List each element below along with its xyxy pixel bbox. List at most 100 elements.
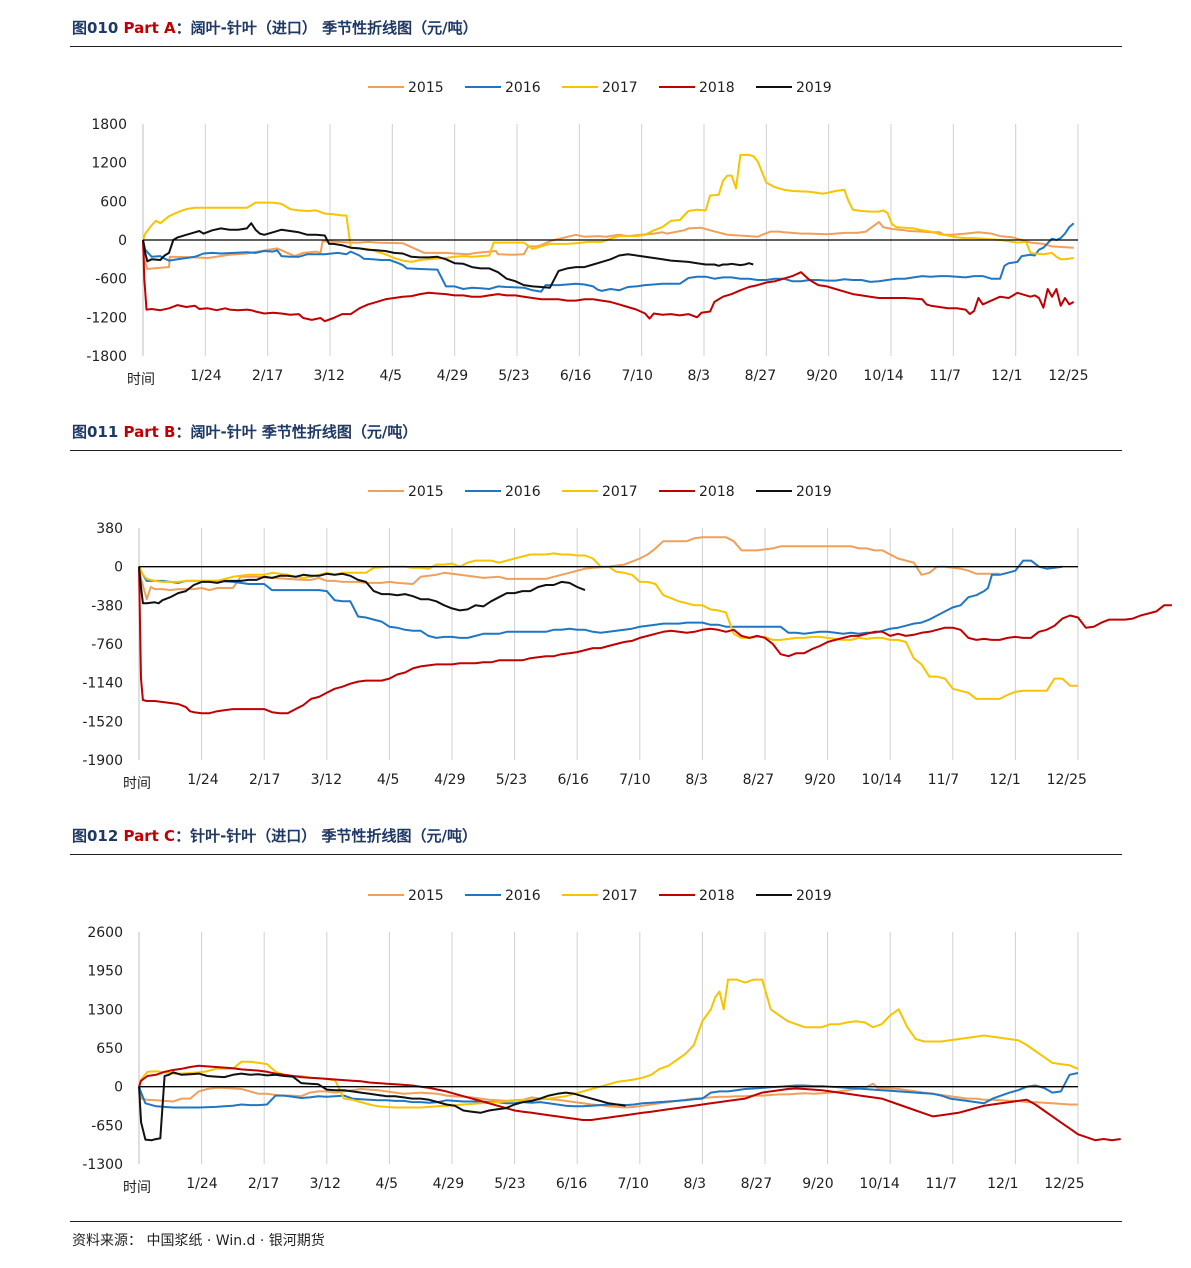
x-tick-label: 4/29: [433, 1176, 464, 1192]
y-tick-label: -1900: [82, 753, 123, 769]
legend: 2015 2016 2017 2018 2019: [368, 888, 832, 904]
legend-label-2015: 2015: [408, 888, 444, 904]
panel-b-part-label: Part B: [123, 423, 176, 441]
series-line-2019: [138, 566, 586, 612]
legend-label-2016: 2016: [505, 80, 541, 96]
x-tick-label: 3/12: [311, 772, 342, 788]
x-tick-label: 12/1: [987, 1176, 1018, 1192]
y-tick-label: 1300: [87, 1002, 123, 1018]
x-tick-label: 1/24: [187, 772, 219, 788]
series-line-2016: [138, 559, 1063, 639]
x-tick-label: 12/25: [1047, 772, 1087, 788]
legend-label-2018: 2018: [699, 888, 735, 904]
chart-c: 2015 2016 2017 2018 2019 -1300 -650 0 650 1300 195…: [82, 888, 1121, 1196]
x-tick-label: 4/29: [437, 368, 468, 384]
y-tick-label: -1520: [82, 714, 123, 730]
series-group: [142, 153, 1075, 323]
y-tick-label: 0: [114, 1080, 123, 1096]
legend-label-2016: 2016: [505, 888, 541, 904]
legend: 2015 2016 2017 2018 2019: [368, 484, 832, 500]
legend-label-2018: 2018: [699, 80, 735, 96]
x-tick-label: 10/14: [863, 368, 903, 384]
legend-label-2015: 2015: [408, 80, 444, 96]
panel-a-title-text: ：阔叶-针叶（进口） 季节性折线图（元/吨）: [175, 19, 478, 37]
legend-label-2015: 2015: [408, 484, 444, 500]
legend-label-2017: 2017: [602, 888, 638, 904]
x-tick-label: 8/3: [684, 1176, 707, 1192]
grid: [201, 932, 1079, 1164]
series-line-2018: [138, 566, 1172, 715]
panel-b-title: 图011 Part B：阔叶-针叶 季节性折线图（元/吨）: [72, 421, 417, 442]
x-tick-label: 8/27: [745, 368, 776, 384]
series-line-2017: [138, 552, 1078, 700]
x-tick-label: 8/3: [685, 772, 708, 788]
x-tick-label: 5/23: [494, 1176, 525, 1192]
y-tick-label: 0: [118, 233, 127, 249]
x-tick-label: 6/16: [557, 772, 589, 788]
panel-a-part-label: Part A: [123, 19, 176, 37]
series-group: [138, 978, 1121, 1142]
x-axis-label: 时间: [123, 1180, 151, 1196]
series-line-2017: [142, 153, 1074, 263]
series-line-2017: [138, 978, 1079, 1109]
y-ticks: -1300 -650 0 650 1300 1950 2600: [82, 925, 123, 1173]
x-tick-label: 7/10: [617, 1176, 648, 1192]
x-tick-label: 3/12: [313, 368, 344, 384]
x-tick-label: 8/3: [688, 368, 711, 384]
x-tick-label: 8/27: [741, 1176, 772, 1192]
x-tick-label: 7/10: [621, 368, 652, 384]
x-ticks: 1/24 2/17 3/12 4/5 4/29 5/23 6/16 7/10 8/3 8/27 9/…: [186, 1176, 1084, 1192]
panel-c-title-text: ：针叶-针叶（进口） 季节性折线图（元/吨）: [175, 827, 477, 845]
panel-c-title: 图012 Part C：针叶-针叶（进口） 季节性折线图（元/吨）: [72, 825, 477, 846]
y-tick-label: -650: [91, 1118, 123, 1134]
x-tick-label: 1/24: [186, 1176, 218, 1192]
y-tick-label: 1200: [91, 156, 127, 172]
y-tick-label: -1140: [82, 676, 123, 692]
legend: 2015 2016 2017 2018 2019: [368, 80, 832, 96]
x-ticks: 1/24 2/17 3/12 4/5 4/29 5/23 6/16 7/10 8/3 8/27 9/…: [187, 772, 1087, 788]
x-tick-label: 11/7: [928, 772, 959, 788]
x-tick-label: 12/25: [1048, 368, 1088, 384]
legend-label-2019: 2019: [796, 888, 832, 904]
y-tick-label: -600: [95, 272, 127, 288]
legend-label-2018: 2018: [699, 484, 735, 500]
panel-b-fig-number: 图011: [72, 423, 119, 441]
y-tick-label: -1300: [82, 1157, 123, 1173]
x-tick-label: 9/20: [802, 1176, 833, 1192]
x-tick-label: 4/5: [377, 772, 400, 788]
y-ticks: -1900 -1520 -1140 -760 -380 0 380: [82, 521, 123, 769]
x-tick-label: 3/12: [309, 1176, 340, 1192]
x-tick-label: 12/1: [989, 772, 1020, 788]
series-group: [138, 536, 1172, 715]
panel-a-fig-number: 图010: [72, 19, 119, 37]
y-tick-label: -1200: [86, 310, 127, 326]
x-axis-label: 时间: [123, 776, 151, 792]
x-tick-label: 12/1: [991, 368, 1022, 384]
x-tick-label: 9/20: [806, 368, 837, 384]
series-line-2019: [142, 222, 754, 289]
legend-label-2019: 2019: [796, 80, 832, 96]
series-line-2019: [138, 1071, 626, 1142]
x-tick-label: 6/16: [556, 1176, 588, 1192]
x-tick-label: 2/17: [249, 772, 280, 788]
panel-c-header: 图012 Part C：针叶-针叶（进口） 季节性折线图（元/吨）: [70, 818, 1122, 855]
x-tick-label: 12/25: [1044, 1176, 1084, 1192]
series-line-2018: [142, 239, 1075, 323]
legend-label-2017: 2017: [602, 80, 638, 96]
series-line-2018: [138, 1064, 1121, 1142]
y-tick-label: -380: [91, 598, 123, 614]
chart-a: 2015 2016 2017 2018 2019 -1800 -1200 -600 0 600 12…: [86, 80, 1088, 388]
y-tick-label: 1950: [87, 964, 123, 980]
grid: [201, 528, 1079, 760]
chart-b: 2015 2016 2017 2018 2019-1900-1520-1140-760-…: [82, 484, 1172, 792]
x-tick-label: 4/5: [376, 1176, 399, 1192]
panel-c-part-label: Part C: [123, 827, 176, 845]
x-tick-label: 10/14: [859, 1176, 899, 1192]
panel-c-fig-number: 图012: [72, 827, 119, 845]
panel-a-title: 图010 Part A：阔叶-针叶（进口） 季节性折线图（元/吨）: [72, 17, 478, 38]
x-tick-label: 11/7: [925, 1176, 956, 1192]
source-note: 资料来源： 中国浆纸 · Win.d · 银河期货: [72, 1233, 325, 1249]
x-tick-label: 2/17: [248, 1176, 279, 1192]
x-axis-label: 时间: [127, 372, 155, 388]
legend-label-2016: 2016: [505, 484, 541, 500]
